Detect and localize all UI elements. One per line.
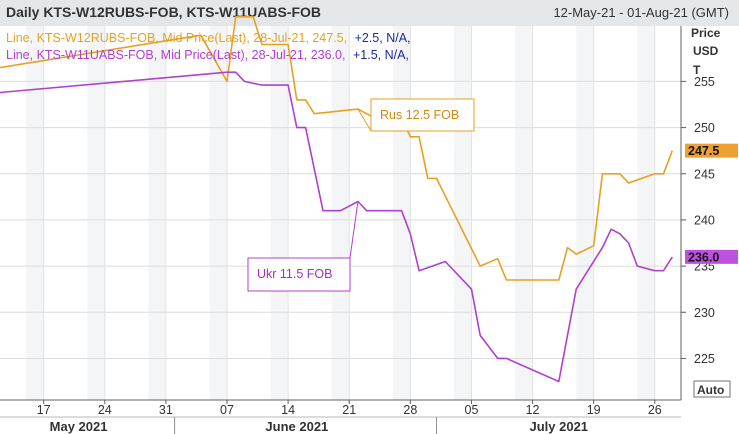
month-label: May 2021 — [50, 419, 108, 434]
legend-rus-label: Line, KTS-W12RUBS-FOB, Mid Price(Last), … — [6, 31, 347, 45]
price-tick-label: 250 — [694, 121, 715, 135]
weekend-band — [515, 26, 533, 400]
auto-scale-button[interactable] — [693, 380, 731, 398]
weekend-band — [87, 26, 105, 400]
rus-last-value: 247.5 — [688, 144, 719, 158]
weekend-band — [209, 26, 227, 400]
legend-rus: Line, KTS-W12RUBS-FOB, Mid Price(Last), … — [6, 31, 411, 45]
month-axis: May 2021 June 2021 July 2021 — [50, 417, 588, 434]
price-axis-label-line3: T — [693, 63, 701, 77]
time-tick-label: 17 — [37, 403, 51, 417]
legend-ukr: Line, KTS-W11UABS-FOB, Mid Price(Last), … — [6, 48, 409, 62]
price-tick-label: 255 — [694, 75, 715, 89]
weekend-band — [576, 26, 594, 400]
time-tick-label: 19 — [587, 403, 601, 417]
price-tick-label: 245 — [694, 167, 715, 181]
time-tick-label: 24 — [98, 403, 112, 417]
time-tick-label: 26 — [648, 403, 662, 417]
weekend-band — [26, 26, 44, 400]
price-axis-panel — [681, 26, 739, 400]
weekend-band — [637, 26, 655, 400]
legend-ukr-change: +1.5, N/A, — [353, 48, 409, 62]
weekend-band — [454, 26, 472, 400]
price-tick-label: 230 — [694, 306, 715, 320]
rus-price-line — [0, 15, 674, 281]
weekend-band — [148, 26, 166, 400]
month-label: July 2021 — [529, 419, 588, 434]
time-tick-label: 28 — [403, 403, 417, 417]
ukr-annotation-leader — [349, 201, 359, 259]
ukr-last-value-badge — [685, 249, 738, 264]
rus-annotation-text: Rus 12.5 FOB — [380, 108, 459, 122]
time-tick-label: 14 — [281, 403, 295, 417]
series-lines — [0, 15, 674, 383]
ukr-price-line — [0, 71, 673, 383]
ukr-last-value: 236.0 — [688, 250, 719, 264]
month-label: June 2021 — [265, 419, 328, 434]
price-axis-label-line2: USD — [693, 44, 719, 58]
legend-rus-change: +2.5, N/A, — [355, 31, 411, 45]
rus-annotation-leader — [357, 108, 372, 132]
date-range: 12-May-21 - 01-Aug-21 (GMT) — [553, 5, 729, 20]
time-tick-label: 05 — [465, 403, 479, 417]
time-axis-ticks: 17 24 31 07 14 21 28 05 12 19 26 — [37, 400, 662, 417]
rus-last-value-badge — [685, 143, 738, 158]
price-tick-label: 225 — [694, 352, 715, 366]
auto-scale-label: Auto — [697, 383, 724, 397]
rus-annotation-box[interactable] — [370, 98, 475, 132]
time-tick-label: 21 — [342, 403, 356, 417]
price-tick-label: 240 — [694, 213, 715, 227]
time-tick-label: 31 — [159, 403, 173, 417]
time-tick-label: 07 — [220, 403, 234, 417]
price-axis-label-line1: Price — [691, 26, 721, 40]
ukr-annotation-text: Ukr 11.5 FOB — [257, 267, 332, 281]
weekend-band — [270, 26, 289, 400]
legend-ukr-label: Line, KTS-W11UABS-FOB, Mid Price(Last), … — [6, 48, 345, 62]
weekend-band — [331, 26, 350, 400]
ukr-annotation-box[interactable] — [247, 257, 351, 292]
time-tick-label: 12 — [526, 403, 540, 417]
